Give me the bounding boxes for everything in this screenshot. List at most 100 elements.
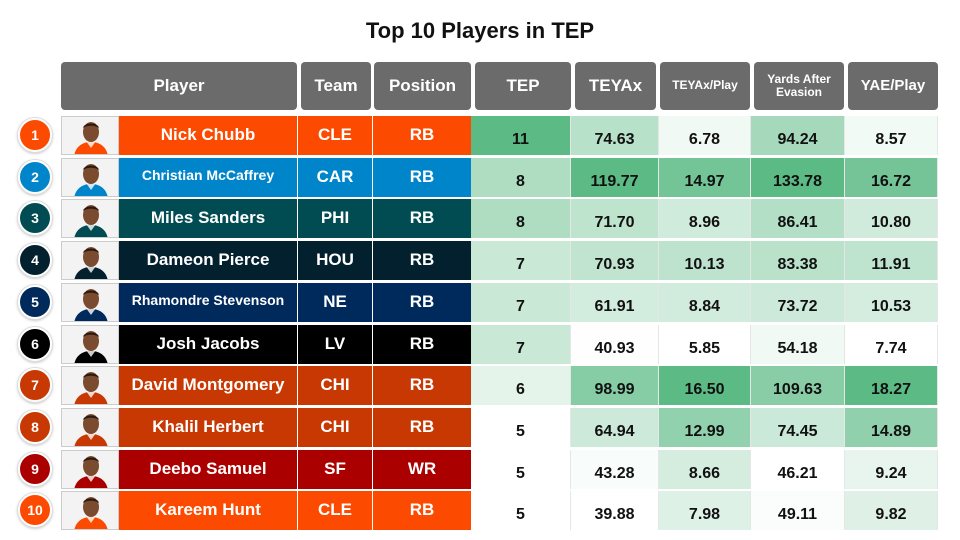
team-cell: CAR [298,158,372,197]
cell-teyax-play-value: 14.97 [684,172,725,190]
header-teyax-label: TEYAx [588,75,643,95]
position-cell: RB [373,158,471,197]
cell-tep-value: 5 [516,505,525,523]
cell-tep-value: 7 [516,297,525,315]
cell-teyax-play-value: 6.78 [688,130,721,148]
cell-yae-play-value: 10.53 [870,297,912,315]
cell-teyax: 119.77 [571,158,659,197]
cell-yae-play: 9.82 [845,491,938,530]
cell-teyax: 43.28 [571,450,659,489]
team-cell: CHI [298,366,372,405]
cell-yae: 73.72 [751,283,845,322]
player-headshot-icon [61,491,119,530]
cell-yae-play: 9.24 [845,450,938,489]
position-cell: RB [373,408,471,447]
cell-yae-play-value: 7.74 [875,339,907,357]
header-teyax: TEYAx [575,62,656,110]
rank-badge: 2 [18,160,52,194]
player-headshot-icon [61,283,119,322]
header-yards-after-evasion-label: Yards After Evasion [767,71,831,99]
header-yards-after-evasion: Yards After Evasion [754,62,844,110]
player-headshot-icon [61,450,119,489]
cell-yae: 133.78 [751,158,845,197]
cell-yae-value: 94.24 [777,130,818,148]
cell-teyax-play-value: 5.85 [688,339,721,357]
player-headshot-icon [61,408,119,447]
cell-tep-value: 8 [516,213,525,231]
cell-yae-value: 83.38 [777,255,818,273]
cell-yae-play: 16.72 [845,158,938,197]
position-cell: RB [373,366,471,405]
player-name: Khalil Herbert [119,408,297,447]
cell-teyax-play: 8.84 [659,283,751,322]
cell-teyax-play-value: 10.13 [684,255,725,273]
header-team-label: Team [314,75,358,95]
rank-badge: 3 [18,201,52,235]
player-name: Dameon Pierce [119,241,297,280]
cell-yae: 83.38 [751,241,845,280]
cell-yae: 49.11 [751,491,845,530]
cell-yae-value: 74.45 [777,422,818,440]
team-cell: CLE [298,116,372,155]
cell-yae: 54.18 [751,325,845,364]
rank-badge: 4 [18,243,52,277]
cell-teyax-value: 74.63 [594,130,635,148]
cell-teyax: 74.63 [571,116,659,155]
cell-yae-value: 46.21 [777,464,818,482]
cell-tep-value: 7 [516,339,525,357]
rank-badge: 10 [18,493,52,527]
position-cell: RB [373,283,471,322]
cell-teyax-play: 7.98 [659,491,751,530]
team-cell: PHI [298,199,372,238]
cell-yae-play-value: 11.91 [871,255,911,273]
cell-tep-value: 5 [516,464,525,482]
cell-tep: 5 [471,491,571,530]
team-cell: LV [298,325,372,364]
cell-tep: 11 [471,116,571,155]
cell-teyax-play: 8.66 [659,450,751,489]
header-player: Player [61,62,297,110]
cell-yae-value: 86.41 [777,213,818,231]
cell-teyax-play-value: 16.50 [684,380,725,398]
cell-teyax-play: 10.13 [659,241,751,280]
cell-yae: 74.45 [751,408,845,447]
player-name: Rhamondre Stevenson [119,283,297,322]
cell-yae-play-value: 16.72 [870,172,912,190]
player-name: Deebo Samuel [119,450,297,489]
header-yae-play: YAE/Play [848,62,938,110]
cell-teyax-value: 98.99 [594,380,635,398]
cell-yae: 94.24 [751,116,845,155]
cell-yae: 46.21 [751,450,845,489]
cell-tep-value: 5 [516,422,525,440]
header-player-label: Player [153,75,205,95]
cell-teyax-play: 12.99 [659,408,751,447]
cell-yae-value: 73.72 [777,297,818,315]
cell-yae: 86.41 [751,199,845,238]
cell-yae-play: 8.57 [845,116,938,155]
cell-tep: 7 [471,241,571,280]
cell-teyax-value: 43.28 [594,464,635,482]
cell-teyax: 98.99 [571,366,659,405]
cell-yae-play-value: 10.80 [870,213,912,231]
cell-teyax-value: 64.94 [594,422,635,440]
cell-yae-play-value: 14.89 [870,422,912,440]
team-cell: SF [298,450,372,489]
cell-yae-play: 10.53 [845,283,938,322]
position-cell: WR [373,450,471,489]
team-cell: CLE [298,491,372,530]
header-position: Position [374,62,471,110]
cell-teyax-value: 39.88 [594,505,635,523]
cell-yae-play: 14.89 [845,408,938,447]
team-cell: NE [298,283,372,322]
position-cell: RB [373,241,471,280]
cell-teyax: 71.70 [571,199,659,238]
header-position-label: Position [388,75,457,95]
chart-title: Top 10 Players in TEP [365,18,595,43]
rank-badge: 6 [18,327,52,361]
cell-yae-play-value: 9.82 [875,505,907,523]
rank-badge: 5 [18,285,52,319]
cell-yae-value: 109.63 [773,380,822,398]
position-cell: RB [373,491,471,530]
player-name: David Montgomery [119,366,297,405]
position-cell: RB [373,325,471,364]
